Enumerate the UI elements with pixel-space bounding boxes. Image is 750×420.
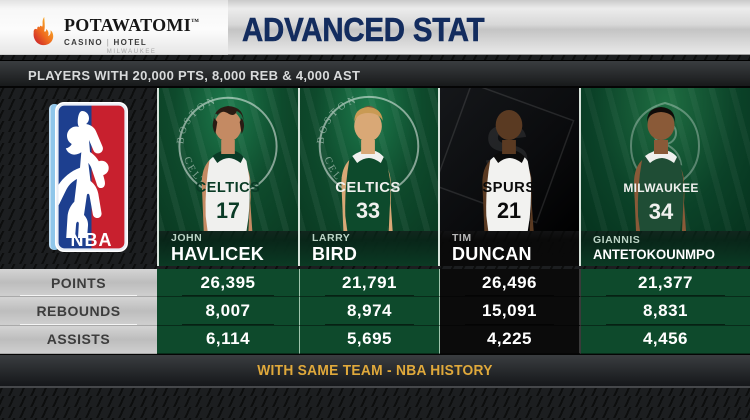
svg-text:SPURS: SPURS xyxy=(482,180,535,196)
svg-text:CELTICS: CELTICS xyxy=(335,180,401,196)
svg-text:17: 17 xyxy=(216,198,240,223)
svg-text:34: 34 xyxy=(649,199,674,224)
svg-text:NBA: NBA xyxy=(71,230,113,250)
svg-text:CELTICS: CELTICS xyxy=(196,180,261,196)
svg-text:33: 33 xyxy=(356,198,380,223)
svg-text:MILWAUKEE: MILWAUKEE xyxy=(623,181,698,195)
svg-text:21: 21 xyxy=(497,198,521,223)
